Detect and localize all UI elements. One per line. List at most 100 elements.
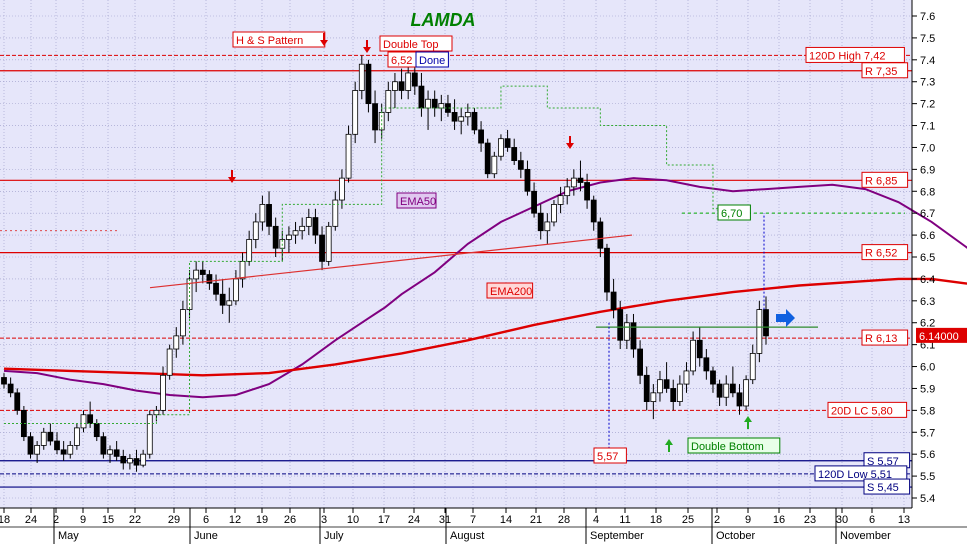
candle-body — [140, 453, 147, 466]
x-tick-label: 15 — [102, 514, 114, 526]
candle-body — [564, 186, 571, 197]
candle-body — [557, 195, 564, 205]
candle-body — [160, 374, 166, 411]
annotation-box — [593, 447, 627, 464]
candle-body — [87, 414, 94, 424]
y-tick-label: 6.4 — [920, 274, 935, 286]
candle-body — [657, 379, 663, 394]
x-tick-label: 9 — [80, 514, 86, 526]
level-label: R 6,13 — [865, 333, 897, 345]
candle-body — [504, 138, 511, 148]
candle-body — [683, 370, 690, 385]
annotation-box — [396, 192, 437, 209]
month-label: June — [194, 530, 218, 542]
annotation-label: Double Bottom — [691, 441, 764, 453]
x-tick-label: 18 — [650, 514, 662, 526]
candle-body — [385, 90, 392, 113]
level-label: 120D Low 5,51 — [818, 469, 892, 481]
candle-body — [438, 103, 445, 109]
candles — [1, 55, 769, 472]
candle-body — [266, 204, 272, 227]
candle-body — [219, 293, 226, 306]
annotation-label: 6,70 — [721, 208, 742, 220]
arrow-up-icon — [744, 416, 752, 422]
y-tick-label: 7.4 — [920, 55, 935, 67]
candle-body — [332, 199, 339, 227]
x-tick-label: 10 — [347, 514, 359, 526]
candle-body — [617, 309, 624, 341]
x-tick-label: 3 — [321, 514, 327, 526]
current-price-label: 6.14000 — [919, 331, 959, 343]
x-tick-label: 26 — [284, 514, 296, 526]
candle-body — [643, 374, 650, 402]
x-tick-label: 13 — [898, 514, 910, 526]
candle-body — [425, 98, 431, 109]
candle-body — [365, 63, 372, 105]
candle-body — [743, 379, 750, 407]
y-tick-label: 7.2 — [920, 99, 935, 111]
y-tick-label: 5.6 — [920, 449, 935, 461]
ema200-line — [3, 277, 967, 377]
candle-body — [650, 392, 657, 403]
candle-body — [312, 217, 319, 236]
candle-body — [663, 379, 670, 389]
candle-body — [272, 225, 279, 249]
x-tick-label: 4 — [593, 514, 599, 526]
candle-body — [325, 225, 332, 262]
y-tick-label: 5.7 — [920, 427, 935, 439]
candle-body — [73, 427, 80, 446]
candle-body — [126, 458, 133, 464]
candle-body — [120, 455, 127, 464]
candle-body — [531, 190, 537, 214]
level-label: 120D High 7,42 — [809, 50, 885, 62]
candle-body — [703, 357, 710, 372]
month-label: May — [58, 530, 79, 542]
candle-body — [153, 409, 160, 416]
level-label-box — [827, 401, 908, 418]
level-label-box — [861, 171, 909, 188]
candle-body — [749, 352, 756, 381]
arrow-up-icon — [665, 439, 673, 445]
month-label: October — [716, 530, 755, 542]
candle-body — [690, 339, 697, 372]
candle-body — [7, 383, 14, 394]
candle-body — [199, 269, 206, 275]
candle-body — [80, 414, 87, 429]
candle-body — [597, 221, 604, 249]
candle-body — [180, 309, 186, 337]
x-tick-label: 22 — [129, 514, 141, 526]
candle-body — [411, 72, 418, 87]
y-tick-label: 7.0 — [920, 142, 935, 154]
arrow-down-icon — [363, 47, 371, 53]
annotation-label: H & S Pattern — [236, 35, 303, 47]
candle-body — [339, 177, 345, 201]
candle-body — [226, 300, 233, 306]
candle-body — [14, 392, 21, 411]
candle-body — [431, 98, 438, 109]
x-tick-label: 18 — [0, 514, 10, 526]
candle-body — [286, 234, 292, 240]
candle-body — [1, 377, 7, 385]
candle-body — [173, 335, 180, 350]
level-label-box — [814, 465, 908, 482]
candle-body — [471, 112, 478, 131]
candle-body — [213, 282, 219, 295]
candle-body — [166, 348, 173, 376]
candle-body — [352, 90, 359, 135]
candle-body — [610, 291, 617, 310]
y-tick-label: 7.5 — [920, 33, 935, 45]
level-label-box — [863, 478, 911, 495]
level-label: 20D LC 5,80 — [831, 405, 893, 417]
candle-body — [100, 436, 107, 455]
candle-body — [67, 445, 74, 455]
candle-body — [637, 348, 643, 376]
candle-body — [696, 339, 703, 359]
chart-title: LAMDA — [411, 10, 476, 30]
candle-body — [736, 392, 743, 407]
candle-body — [206, 274, 213, 284]
y-tick-label: 5.9 — [920, 383, 935, 395]
trendline — [149, 234, 633, 289]
candle-body — [252, 221, 259, 240]
candle-body — [756, 309, 763, 354]
candle-body — [716, 383, 723, 398]
